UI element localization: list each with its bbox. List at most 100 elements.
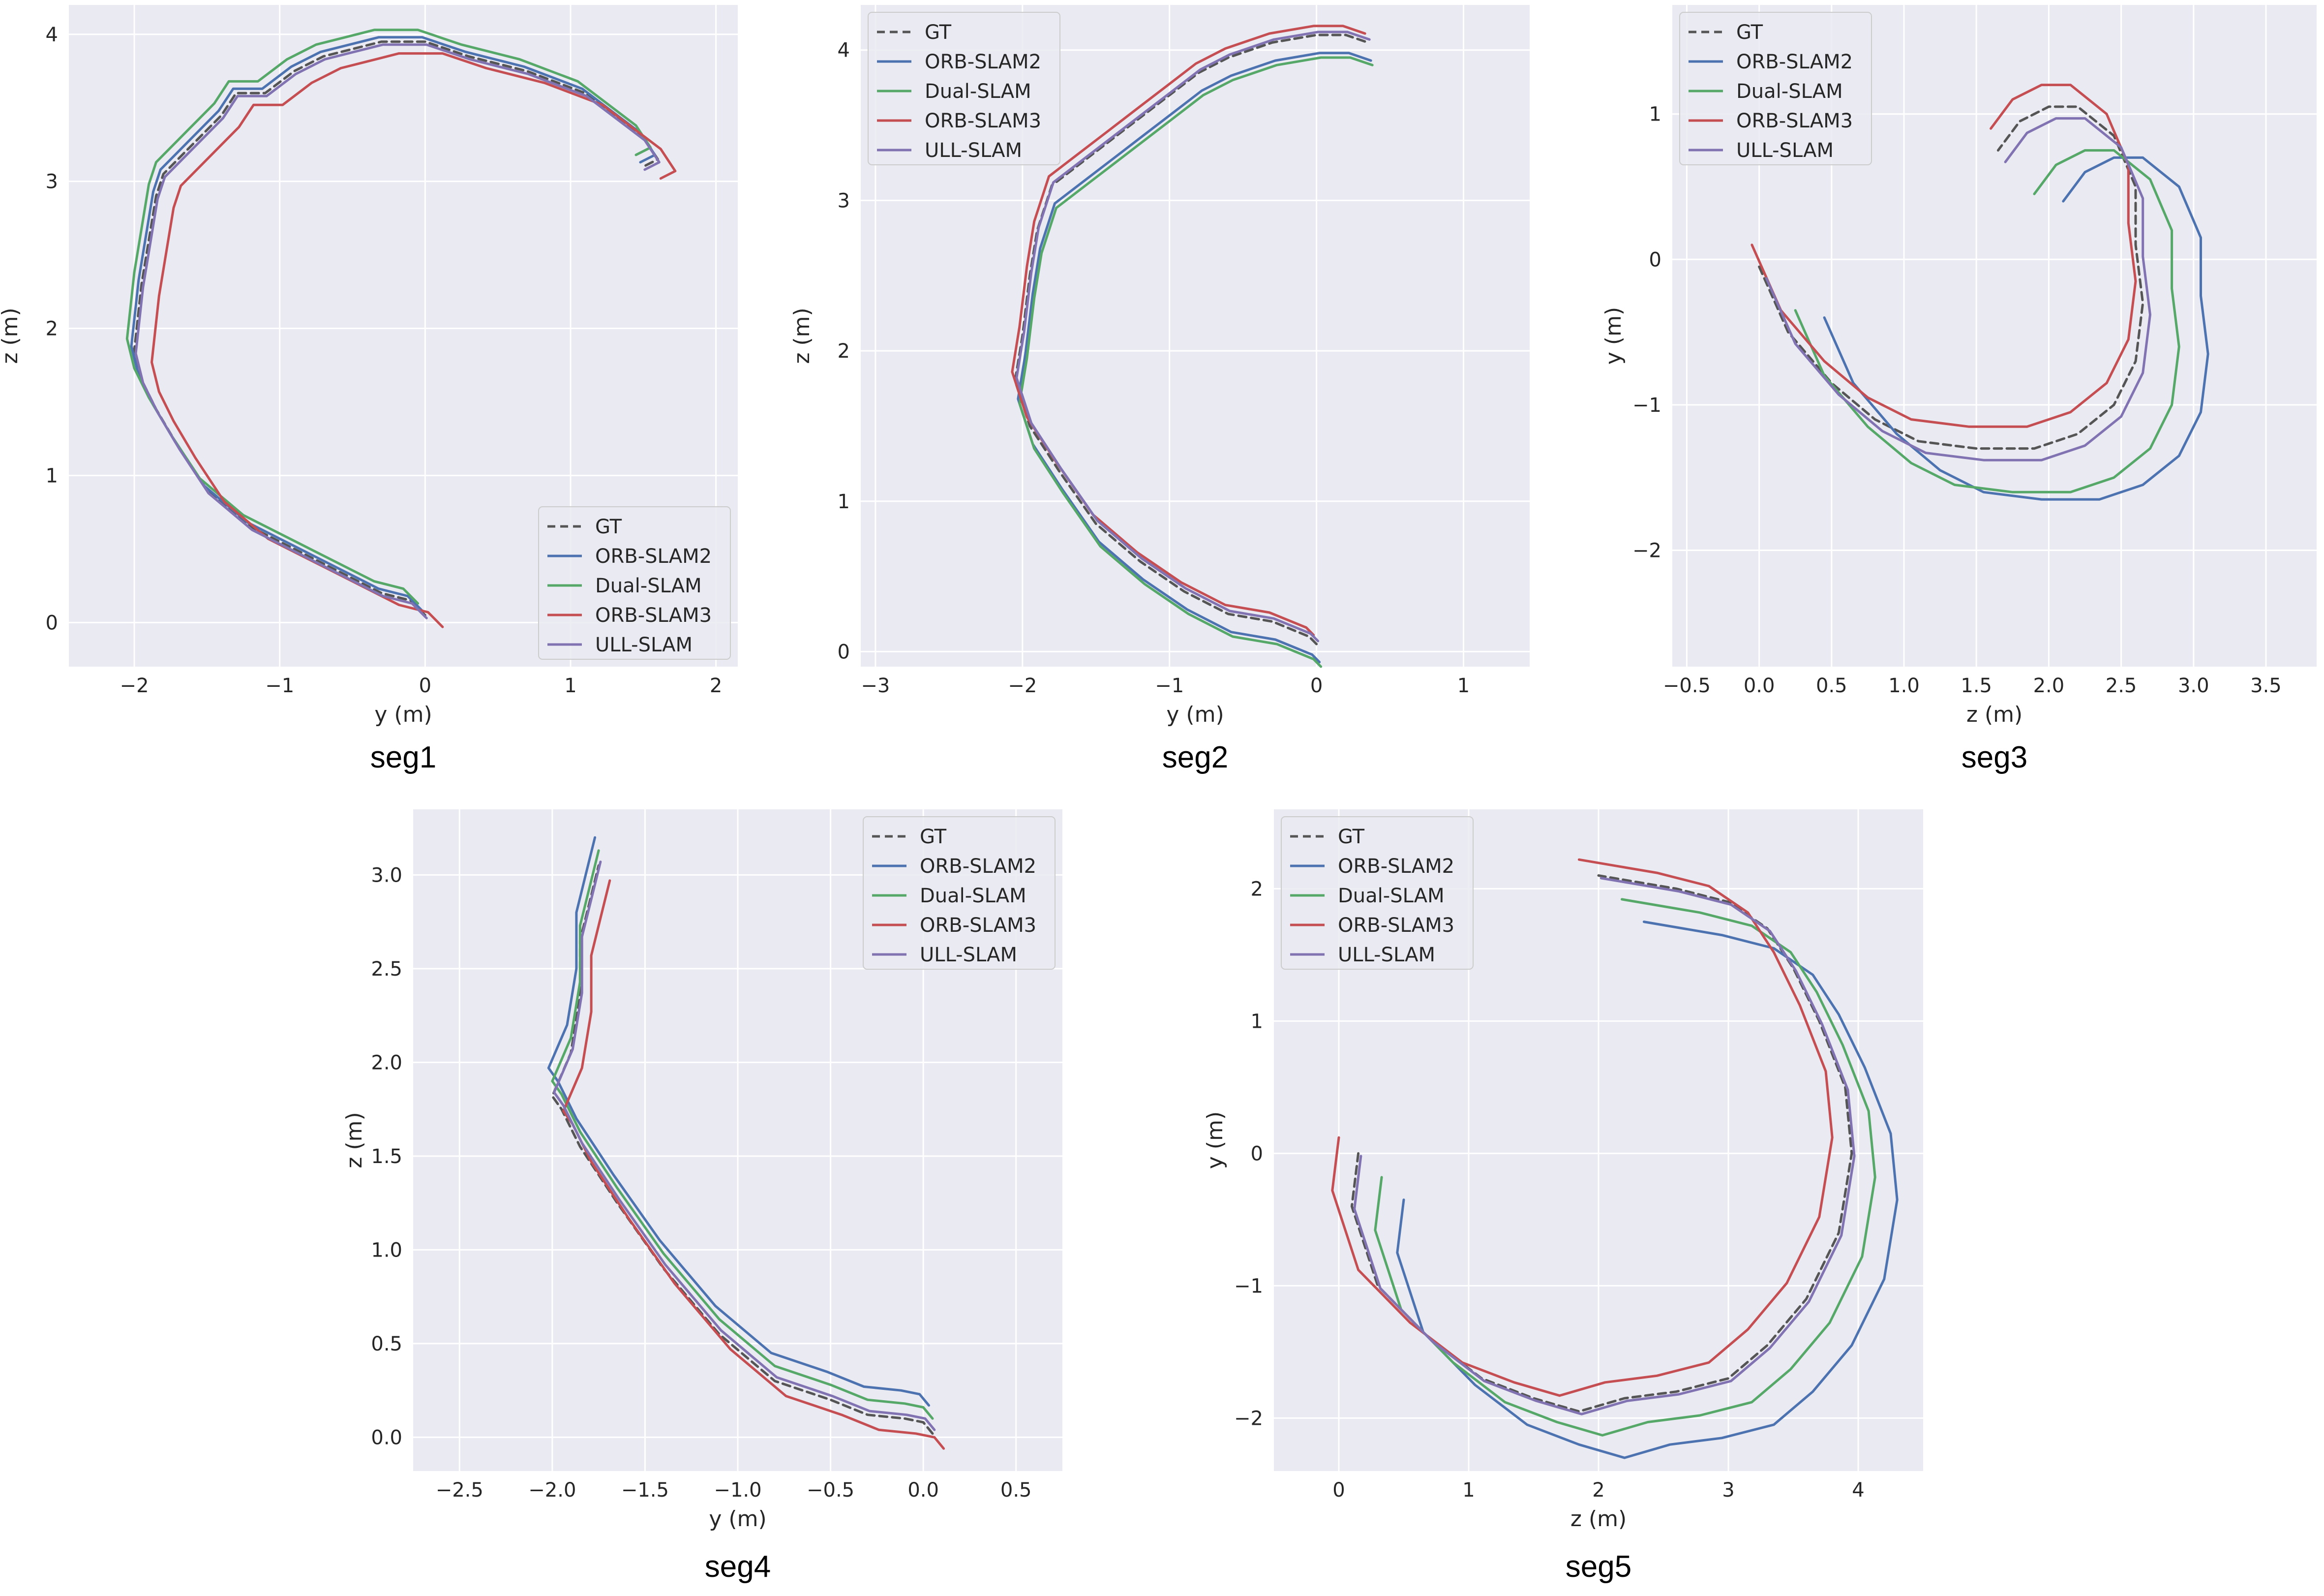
legend-label: ORB-SLAM2 [1338,855,1454,878]
subplot-caption: seg1 [370,740,436,774]
subplot-caption: seg5 [1566,1550,1631,1584]
series-line-dual-slam [1794,149,2180,493]
x-tick-label: 3 [1722,1479,1734,1502]
x-tick-label: −1.5 [621,1479,669,1502]
x-tick-label: 2.5 [2106,675,2137,697]
x-tick-label: −1 [265,675,294,697]
y-tick-label: 0 [1251,1142,1263,1165]
x-tick-label: −0.5 [807,1479,854,1502]
series-line-dual-slam [551,849,934,1420]
series-line-orb-slam3 [1331,858,1834,1397]
x-tick-label: 3.5 [2250,675,2282,697]
legend-label: ORB-SLAM2 [925,51,1041,73]
x-tick-label: 0 [1310,675,1323,697]
legend-label: ULL-SLAM [925,139,1022,162]
x-tick-label: 2 [1592,1479,1604,1502]
y-tick-label: 0 [1649,248,1661,271]
x-tick-label: 3.0 [2178,675,2209,697]
series-line-gt [1758,105,2144,450]
y-tick-label: 1 [1649,103,1661,126]
x-tick-label: −2.0 [528,1479,576,1502]
legend-box [863,816,1056,970]
x-tick-label: −1.0 [714,1479,761,1502]
series-line-ull-slam [1765,117,2151,461]
y-axis-label: z (m) [0,307,23,364]
x-axis-label: y (m) [709,1506,766,1532]
legend-label: ULL-SLAM [595,634,693,656]
series-line-dual-slam [125,29,652,605]
y-tick-label: −1 [1234,1275,1263,1297]
y-axis-label: y (m) [1203,1111,1228,1169]
x-tick-label: 2.0 [2033,675,2065,697]
series-line-orb-slam3 [1011,25,1366,637]
x-axis-label: z (m) [1966,702,2022,727]
legend-label: ULL-SLAM [1736,139,1834,162]
y-tick-label: 4 [46,24,58,46]
legend-box [1679,12,1872,165]
y-tick-label: 1 [46,464,58,487]
x-tick-label: −2.5 [436,1479,483,1502]
subplot-caption: seg3 [1962,740,2027,774]
subplot-seg3: −0.5 0.0 0.5 1.0 1.5 2.0 2.5 3.0 3.5 −2 −1 0 1 z (m) y… [1601,5,2317,774]
y-tick-label: 2 [838,340,850,363]
x-axis-label: z (m) [1570,1506,1627,1532]
legend-label: ORB-SLAM3 [1736,110,1853,132]
y-axis-label: z (m) [789,307,815,364]
legend-label: GT [595,516,622,538]
y-tick-label: −2 [1234,1407,1263,1430]
y-tick-label: −2 [1632,540,1661,562]
y-tick-label: 2 [46,318,58,340]
y-tick-label: 1 [838,491,850,513]
legend-box [868,12,1060,165]
x-tick-label: 1 [1462,1479,1475,1502]
x-tick-label: 1 [564,675,576,697]
legend-label: ORB-SLAM3 [1338,914,1454,937]
x-tick-label: 1.0 [1888,675,1920,697]
legend-label: Dual-SLAM [1736,80,1843,103]
x-tick-label: −2 [1008,675,1037,697]
legend-label: ORB-SLAM2 [595,545,712,568]
y-tick-label: 1.0 [371,1239,402,1261]
y-tick-label: 1.5 [371,1145,402,1168]
legend: GT ORB-SLAM2 Dual-SLAM ORB-SLAM3 ULL-SLAM [868,12,1060,165]
legend-label: ORB-SLAM3 [925,110,1041,132]
x-tick-label: 2 [710,675,722,697]
series-line-ull-slam [1353,877,1856,1415]
x-tick-label: 1.5 [1961,675,1992,697]
y-tick-label: 3 [838,189,850,212]
y-tick-label: 2.0 [371,1051,402,1074]
series-line-orb-slam3 [1751,84,2137,428]
subplot-seg5: 0 1 2 3 4 −2 −1 0 1 2 z (m) y (m) GT ORB-SLAM2 Dual-SL… [1203,809,1923,1584]
legend-label: Dual-SLAM [925,80,1031,103]
series-line-orb-slam2 [1823,156,2209,501]
series-line-ull-slam [1015,31,1371,643]
series-line-dual-slam [1018,56,1374,668]
legend-label: GT [1338,826,1365,848]
legend-box [538,506,731,660]
legend-label: ORB-SLAM2 [920,855,1036,878]
subplot-seg4: −2.5 −2.0 −1.5 −1.0 −0.5 0.0 0.5 0.0 0.5 1.0 1.5 2.… [342,809,1062,1584]
legend-label: GT [1736,21,1763,44]
x-tick-label: 0.0 [1744,675,1775,697]
series-line-orb-slam2 [1017,52,1372,664]
legend-label: GT [925,21,952,44]
legend: GT ORB-SLAM2 Dual-SLAM ORB-SLAM3 ULL-SLAM [1281,816,1474,970]
legend-label: Dual-SLAM [920,885,1026,907]
series-line-orb-slam2 [547,836,930,1407]
subplot-caption: seg4 [705,1550,771,1584]
series-line-orb-slam3 [562,879,945,1450]
x-tick-label: 4 [1852,1479,1864,1502]
x-tick-label: 0 [419,675,431,697]
x-tick-label: 0.5 [1000,1479,1032,1502]
legend-label: Dual-SLAM [595,575,702,597]
y-tick-label: 4 [838,39,850,62]
series-line-gt [133,40,659,616]
legend: GT ORB-SLAM2 Dual-SLAM ORB-SLAM3 ULL-SLAM [538,506,731,660]
subplot-seg1: −2 −1 0 1 2 0 1 2 3 4 y (m) z (m) GT ORB-SLAM2 Dual-SL… [0,5,738,774]
x-tick-label: 0 [1332,1479,1345,1502]
legend-label: ULL-SLAM [1338,944,1435,966]
legend-label: ORB-SLAM2 [1736,51,1853,73]
x-tick-label: −1 [1155,675,1184,697]
legend: GT ORB-SLAM2 Dual-SLAM ORB-SLAM3 ULL-SLAM [863,816,1056,970]
